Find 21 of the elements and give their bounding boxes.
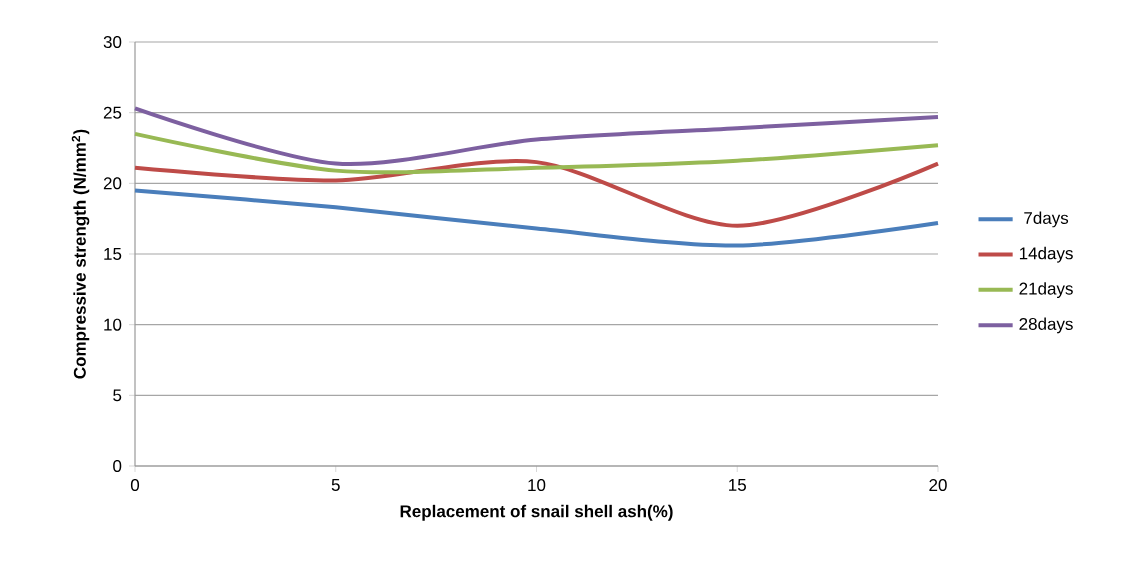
x-tick-label: 10	[528, 479, 546, 492]
line-series	[133, 159, 940, 228]
y-tick-label: 15	[104, 248, 122, 260]
x-tick-label: 5	[331, 479, 340, 491]
y-tick-label: 10	[104, 318, 122, 331]
y-tick-label: 5	[113, 389, 122, 402]
legend-label: 21days	[1019, 282, 1073, 298]
y-tick-label: 20	[103, 177, 122, 190]
x-tick-label: 20	[929, 479, 947, 492]
x-tick-label: 0	[130, 479, 140, 492]
legend-label: 7days	[1024, 211, 1069, 228]
y-axis-title: Compressive strength (N/mm$^{2}$)	[71, 129, 90, 379]
x-axis-title: Replacement of snail shell ash(%)	[400, 504, 673, 521]
y-tick-label: 0	[113, 460, 122, 473]
legend-label: 14days	[1019, 246, 1073, 263]
line-series	[133, 188, 940, 248]
x-tick-label: 15	[729, 479, 746, 491]
legend-label: 28days	[1019, 317, 1073, 334]
line-series	[133, 106, 940, 167]
y-tick-label: 25	[103, 106, 122, 119]
y-tick-label: 30	[103, 36, 122, 49]
